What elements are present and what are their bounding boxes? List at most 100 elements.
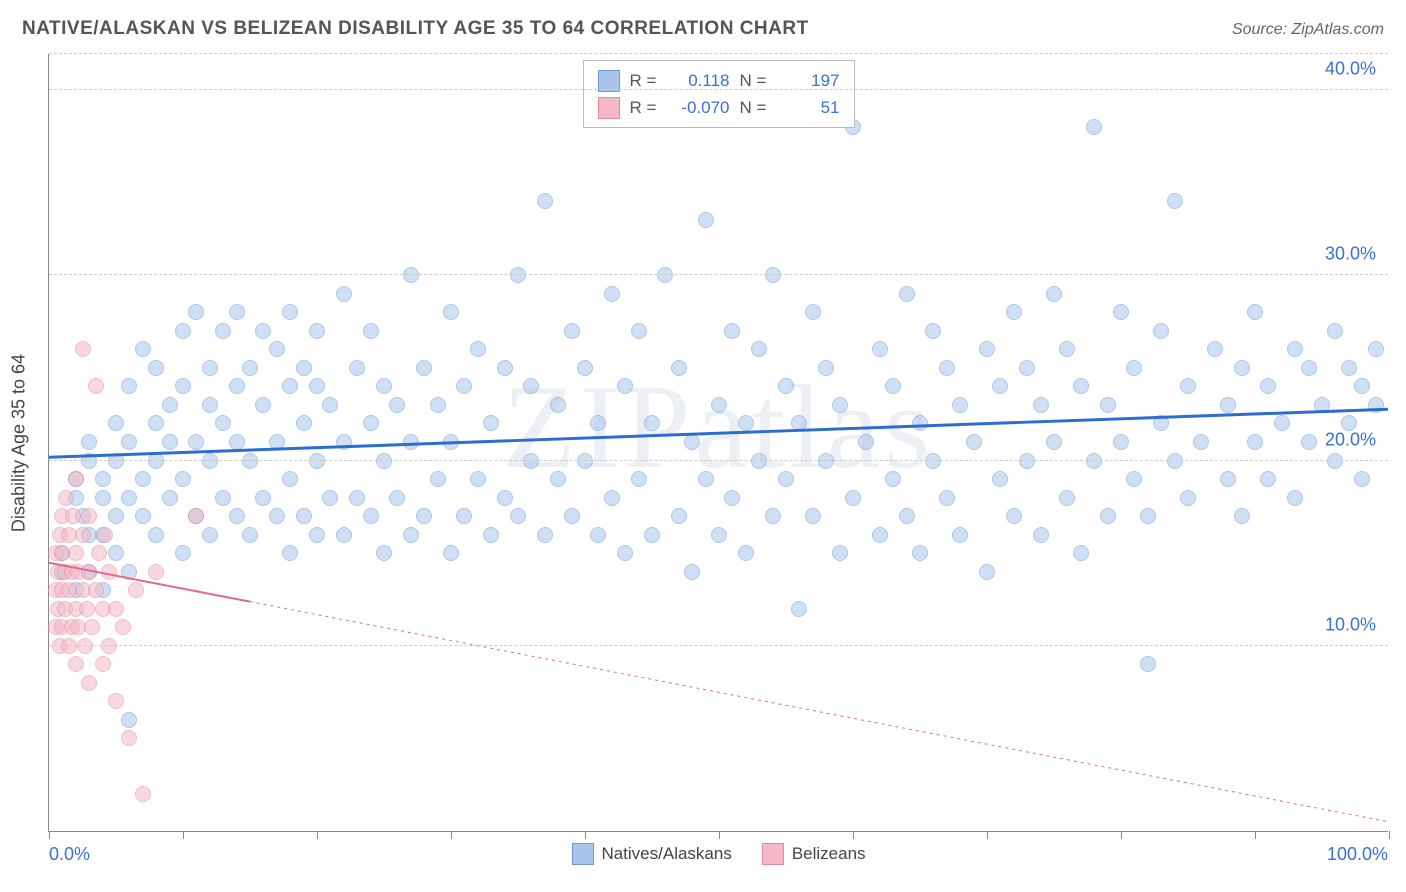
data-point (282, 378, 298, 394)
x-tick (585, 831, 586, 839)
data-point (885, 471, 901, 487)
source-attribution: Source: ZipAtlas.com (1232, 21, 1384, 39)
data-point (684, 434, 700, 450)
data-point (1113, 434, 1129, 450)
data-point (202, 453, 218, 469)
data-point (778, 378, 794, 394)
data-point (1073, 545, 1089, 561)
data-point (282, 471, 298, 487)
data-point (1260, 378, 1276, 394)
swatch-belizeans-bottom (762, 843, 784, 865)
data-point (1153, 323, 1169, 339)
legend-item-natives: Natives/Alaskans (571, 843, 731, 865)
data-point (148, 564, 164, 580)
data-point (363, 415, 379, 431)
data-point (1086, 119, 1102, 135)
data-point (68, 545, 84, 561)
x-tick (1389, 831, 1390, 839)
data-point (456, 508, 472, 524)
data-point (81, 434, 97, 450)
data-point (148, 415, 164, 431)
data-point (269, 508, 285, 524)
data-point (1234, 360, 1250, 376)
data-point (497, 360, 513, 376)
data-point (296, 415, 312, 431)
data-point (296, 508, 312, 524)
data-point (1046, 434, 1062, 450)
y-axis-label: Disability Age 35 to 64 (9, 353, 30, 531)
data-point (1180, 490, 1196, 506)
data-point (832, 545, 848, 561)
data-point (577, 453, 593, 469)
data-point (1234, 508, 1250, 524)
data-point (242, 453, 258, 469)
x-tick (451, 831, 452, 839)
data-point (215, 490, 231, 506)
data-point (657, 267, 673, 283)
data-point (711, 397, 727, 413)
data-point (979, 341, 995, 357)
legend-label-belizeans: Belizeans (792, 844, 866, 864)
data-point (1033, 527, 1049, 543)
data-point (899, 286, 915, 302)
data-point (416, 360, 432, 376)
data-point (77, 638, 93, 654)
data-point (91, 545, 107, 561)
data-point (1167, 453, 1183, 469)
data-point (483, 415, 499, 431)
data-point (1368, 341, 1384, 357)
data-point (912, 545, 928, 561)
data-point (1100, 508, 1116, 524)
data-point (88, 582, 104, 598)
data-point (537, 193, 553, 209)
data-point (751, 341, 767, 357)
data-point (336, 527, 352, 543)
data-point (899, 508, 915, 524)
data-point (791, 415, 807, 431)
data-point (81, 508, 97, 524)
data-point (1260, 471, 1276, 487)
data-point (818, 453, 834, 469)
data-point (403, 267, 419, 283)
data-point (336, 434, 352, 450)
data-point (523, 453, 539, 469)
data-point (188, 304, 204, 320)
data-point (121, 378, 137, 394)
data-point (470, 471, 486, 487)
y-tick-label: 10.0% (1325, 614, 1376, 635)
series-legend: Natives/Alaskans Belizeans (571, 843, 865, 865)
data-point (135, 341, 151, 357)
x-tick (987, 831, 988, 839)
data-point (81, 675, 97, 691)
data-point (162, 490, 178, 506)
data-point (229, 508, 245, 524)
gridline (49, 89, 1388, 90)
data-point (443, 434, 459, 450)
swatch-natives-bottom (571, 843, 593, 865)
data-point (430, 397, 446, 413)
data-point (671, 360, 687, 376)
x-tick-max: 100.0% (1327, 844, 1388, 865)
data-point (229, 434, 245, 450)
data-point (121, 712, 137, 728)
data-point (363, 323, 379, 339)
data-point (135, 786, 151, 802)
data-point (564, 508, 580, 524)
data-point (108, 601, 124, 617)
data-point (242, 527, 258, 543)
data-point (550, 471, 566, 487)
legend-label-natives: Natives/Alaskans (601, 844, 731, 864)
data-point (108, 415, 124, 431)
data-point (135, 508, 151, 524)
data-point (1314, 397, 1330, 413)
x-tick (1255, 831, 1256, 839)
data-point (1073, 378, 1089, 394)
gridline (49, 645, 1388, 646)
gridline (49, 460, 1388, 461)
data-point (832, 397, 848, 413)
data-point (456, 378, 472, 394)
data-point (336, 286, 352, 302)
data-point (75, 527, 91, 543)
data-point (858, 434, 874, 450)
r-label: R = (630, 94, 660, 121)
